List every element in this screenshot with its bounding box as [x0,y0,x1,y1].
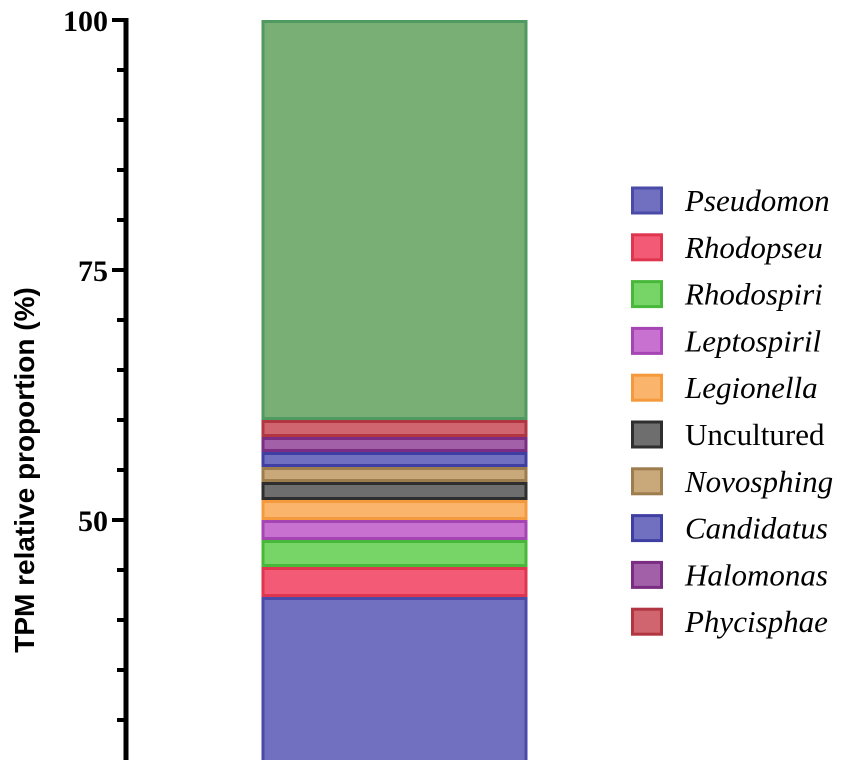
bar-segment-legionella [261,500,528,520]
bar-segment-rhodopseu [261,567,528,597]
legend-label: Novosphing [684,464,833,499]
legend-label: Phycisphae [684,604,828,639]
bar-segment-uncultured [261,482,528,500]
y-tick-label: 50 [78,505,108,538]
legend-swatch [631,186,663,215]
bar-segment-rhodospiri [261,540,528,567]
y-tick-label: 25 [78,755,108,760]
legend-swatch [631,514,663,543]
y-axis-title: TPM relative proportion (%) [9,287,40,653]
legend-label: Pseudomon [684,183,830,218]
bar-segment-phycisphae [261,420,528,437]
legend-label: Uncultured [685,417,825,452]
legend-swatch [631,560,663,589]
legend-label: Candidatus [685,511,828,546]
bar-segment-candidatus [261,452,528,467]
y-tick-label: 75 [78,255,108,288]
legend-swatch [631,467,663,496]
legend-swatch [631,607,663,636]
bar-segment-leptospiril [261,520,528,540]
bar-segment-top [261,20,528,420]
bar-segment-pseudomon [261,597,528,760]
legend-label: Rhodospiri [684,277,823,312]
y-axis: 100 75 50 25 [63,5,129,760]
y-tick-label: 100 [63,5,108,38]
legend-swatch [631,326,663,355]
legend-label: Halomonas [684,557,828,592]
bar-segment-novosphing [261,467,528,482]
legend-label: Legionella [684,370,818,405]
legend-swatch [631,233,663,262]
legend-label: Rhodopseu [684,230,823,265]
legend: Pseudomon Rhodopseu Rhodospiri Leptospiril L… [631,183,833,639]
legend-label: Leptospiril [684,323,821,358]
bar-segment-halomonas [261,437,528,452]
legend-swatch [631,420,663,449]
legend-swatch [631,373,663,402]
legend-swatch [631,280,663,309]
stacked-bar [261,20,528,760]
